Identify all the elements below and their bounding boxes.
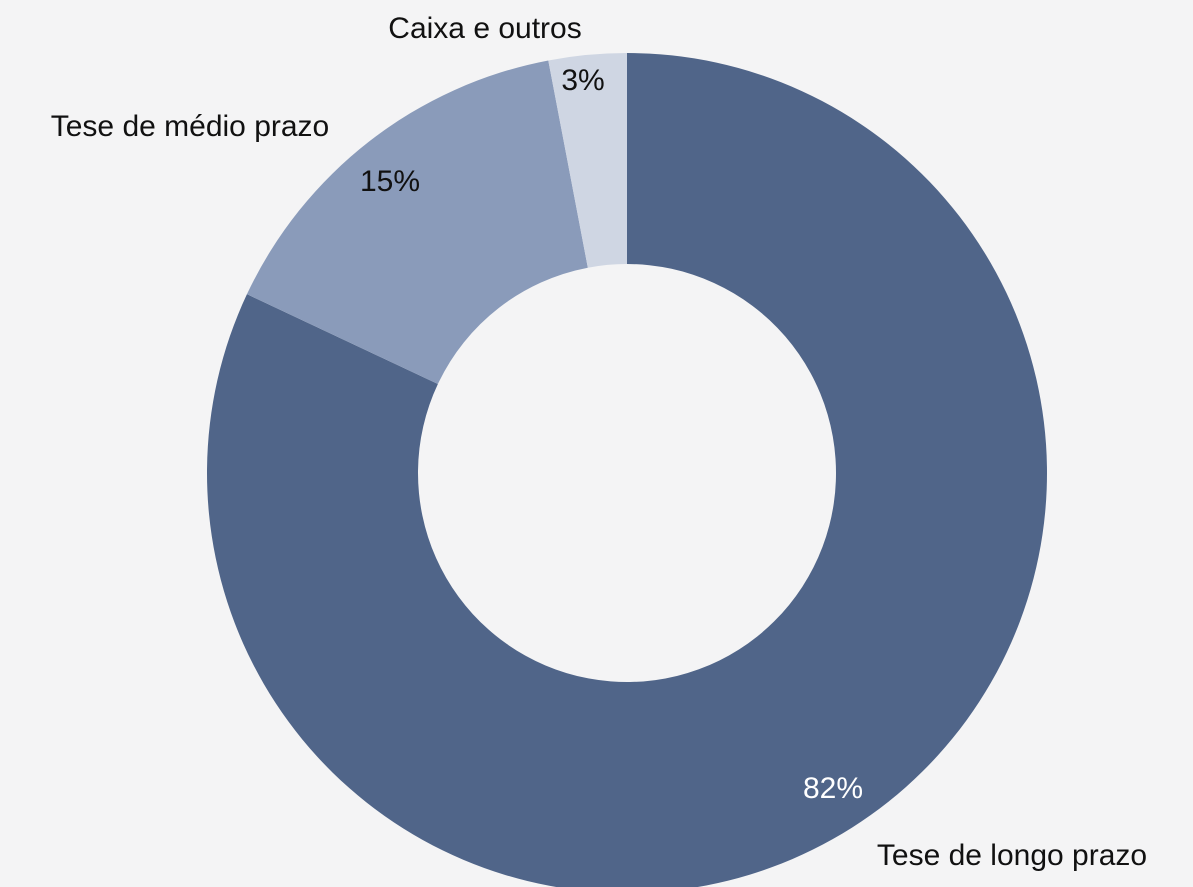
value-label: 15% — [360, 165, 420, 198]
donut-segment — [246, 60, 588, 385]
category-label: Caixa e outros — [388, 12, 581, 45]
category-label: Tese de médio prazo — [51, 110, 330, 143]
donut-segment — [207, 53, 1047, 887]
value-label: 3% — [561, 64, 604, 97]
value-label: 82% — [803, 772, 863, 805]
donut-segment — [548, 53, 627, 268]
category-label: Tese de longo prazo — [877, 839, 1147, 872]
